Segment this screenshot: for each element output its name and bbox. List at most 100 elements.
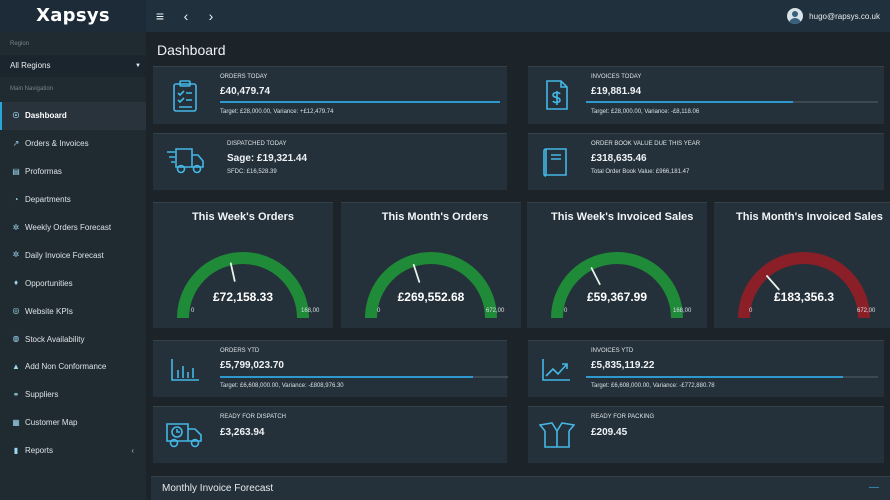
gauge-card-week-invoiced[interactable]: This Week's Invoiced Sales £59,367.99 0 … [527,202,707,328]
sidebar-item-label: Departments [25,195,71,205]
sidebar-item-weekly-orders-forecast[interactable]: ✲ Weekly Orders Forecast [0,214,146,242]
progress-bar [586,376,878,378]
main-navigation: ☉ Dashboard ↗ Orders & Invoices ▤ Proformas… [0,102,146,465]
user-avatar-icon[interactable] [787,8,804,24]
stat-label: INVOICES YTD [591,348,634,354]
map-icon: ▦ [12,417,20,427]
bar-chart-icon [171,359,199,381]
invoices-ytd-card[interactable]: INVOICES YTD £5,835,119.22 Target: £6,60… [528,340,884,397]
globe-icon: ◎ [12,306,20,316]
stat-label: INVOICES TODAY [591,74,642,80]
chevron-left-icon[interactable]: ‹ [131,446,134,456]
chevron-down-icon[interactable]: ▼ [135,63,141,69]
sidebar-item-suppliers[interactable]: ⚭ Suppliers [0,381,146,409]
stat-value: £40,479.74 [220,86,271,97]
brand-logo[interactable]: Xapsys [0,0,146,32]
stat-label: ORDERS TODAY [220,74,268,80]
gauge-min: 0 [191,308,195,314]
trend-chart-icon [542,359,570,381]
sidebar-item-label: Website KPIs [25,306,73,316]
stat-label: ORDER BOOK VALUE DUE THIS YEAR [591,141,701,147]
gauge-title: This Week's Orders [191,211,295,223]
progress-bar [220,101,500,103]
sidebar-item-reports[interactable]: ▮ Reports ‹ [0,437,146,465]
sidebar-item-website-kpis[interactable]: ◎ Website KPIs [0,297,146,325]
sidebar-item-label: Orders & Invoices [25,139,89,149]
ready-packing-card[interactable]: READY FOR PACKING £209.45 [528,406,884,463]
ready-dispatch-card[interactable]: READY FOR DISPATCH £3,263.94 [153,406,507,463]
main-navigation-label: Main Navigation [10,86,54,92]
stat-value: £5,835,119.22 [591,360,655,371]
clipboard-icon [173,80,197,112]
book-icon [543,148,567,177]
order-book-card[interactable]: ORDER BOOK VALUE DUE THIS YEAR £318,635.… [528,133,884,190]
sidebar-item-label: Proformas [25,167,62,177]
pie-chart-icon: ◔ [13,194,19,204]
stat-value: Sage: £19,321.44 [227,153,308,164]
gauge-dial [738,252,870,319]
invoices-today-card[interactable]: INVOICES TODAY £19,881.94 Target: £28,00… [528,66,884,124]
sidebar-item-stock-availability[interactable]: ◍ Stock Availability [0,325,146,353]
invoice-icon [546,80,568,110]
delivery-clock-icon [166,423,202,448]
forward-icon[interactable]: › [208,8,214,24]
orders-today-card[interactable]: ORDERS TODAY £40,479.74 Target: £28,000.… [153,66,507,124]
gauge-needle [590,267,601,286]
line-chart-icon: ↗ [12,138,20,148]
collapse-icon[interactable]: — [869,482,879,493]
reports-icon: ▮ [13,445,19,455]
stat-subtext: Target: £28,000.00, Variance: +£12,479.7… [220,109,334,115]
gauge-card-month-orders[interactable]: This Month's Orders £269,552.68 0 672,00 [341,202,521,328]
progress-fill [586,376,843,378]
stat-subtext: Total Order Book Value: £966,181.47 [591,169,690,175]
gauge-max: 672,00 [486,308,505,314]
sidebar: Region All Regions ▼ Main Navigation ☉ Da… [0,32,146,500]
sidebar-item-proformas[interactable]: ▤ Proformas [0,158,146,186]
opportunity-icon: ♦ [13,278,19,288]
sidebar-item-label: Customer Map [25,418,78,428]
stat-value: £209.45 [591,427,628,438]
sidebar-item-departments[interactable]: ◔ Departments [0,186,146,214]
gauge-card-week-orders[interactable]: This Week's Orders £72,158.33 0 168,00 [153,202,333,328]
open-box-icon [539,422,575,448]
gauge-max: 672,00 [857,308,876,314]
monthly-invoice-forecast-panel[interactable]: Monthly Invoice Forecast — [151,476,890,500]
gauge-needle [766,275,780,291]
gauge-value: £183,356.3 [773,290,835,304]
region-label: Region [10,41,30,47]
gauge-arc [177,252,309,319]
sidebar-item-add-non-conformance[interactable]: ▲ Add Non Conformance [0,353,146,381]
delivery-truck-icon [167,148,204,174]
gauge-title: This Month's Invoiced Sales [736,211,883,223]
orders-ytd-card[interactable]: ORDERS YTD £5,799,023.70 Target: £6,608,… [153,340,508,397]
database-icon: ◍ [12,334,20,344]
main-content: Dashboard ORDERS TODAY £40,479.74 Target… [146,32,890,500]
gauge-value: £269,552.68 [397,290,465,304]
sidebar-item-customer-map[interactable]: ▦ Customer Map [0,409,146,437]
dispatched-today-card[interactable]: DISPATCHED TODAY Sage: £19,321.44 SFDC: … [153,133,507,190]
region-select[interactable]: All Regions ▼ [0,55,146,77]
sidebar-item-dashboard[interactable]: ☉ Dashboard [0,102,146,130]
gauge-card-month-invoiced[interactable]: This Month's Invoiced Sales £183,356.3 0… [714,202,890,328]
gauge-max: 168,00 [301,308,320,314]
document-icon: ▤ [12,166,20,176]
gauge-value: £72,158.33 [212,290,274,304]
stat-label: DISPATCHED TODAY [227,141,287,147]
sidebar-item-label: Reports [25,446,54,456]
sidebar-item-daily-invoice-forecast[interactable]: ✲ Daily Invoice Forecast [0,241,146,269]
gauge-title: This Month's Orders [381,211,489,223]
menu-toggle-icon[interactable]: ≡ [155,8,165,24]
stat-label: ORDERS YTD [220,348,260,354]
sidebar-item-orders-invoices[interactable]: ↗ Orders & Invoices [0,130,146,158]
user-email[interactable]: hugo@rapsys.co.uk [809,11,880,21]
stat-value: £19,881.94 [591,86,642,97]
top-bar: Xapsys ≡ ‹ › hugo@rapsys.co.uk [0,0,890,32]
sidebar-item-label: Opportunities [25,278,73,288]
gauge-needle [412,263,421,283]
sidebar-item-label: Add Non Conformance [25,362,107,372]
back-icon[interactable]: ‹ [183,8,189,24]
sidebar-item-opportunities[interactable]: ♦ Opportunities [0,269,146,297]
progress-bar [220,376,508,378]
user-menu[interactable]: hugo@rapsys.co.uk [787,7,880,25]
region-value[interactable]: All Regions [10,61,51,70]
